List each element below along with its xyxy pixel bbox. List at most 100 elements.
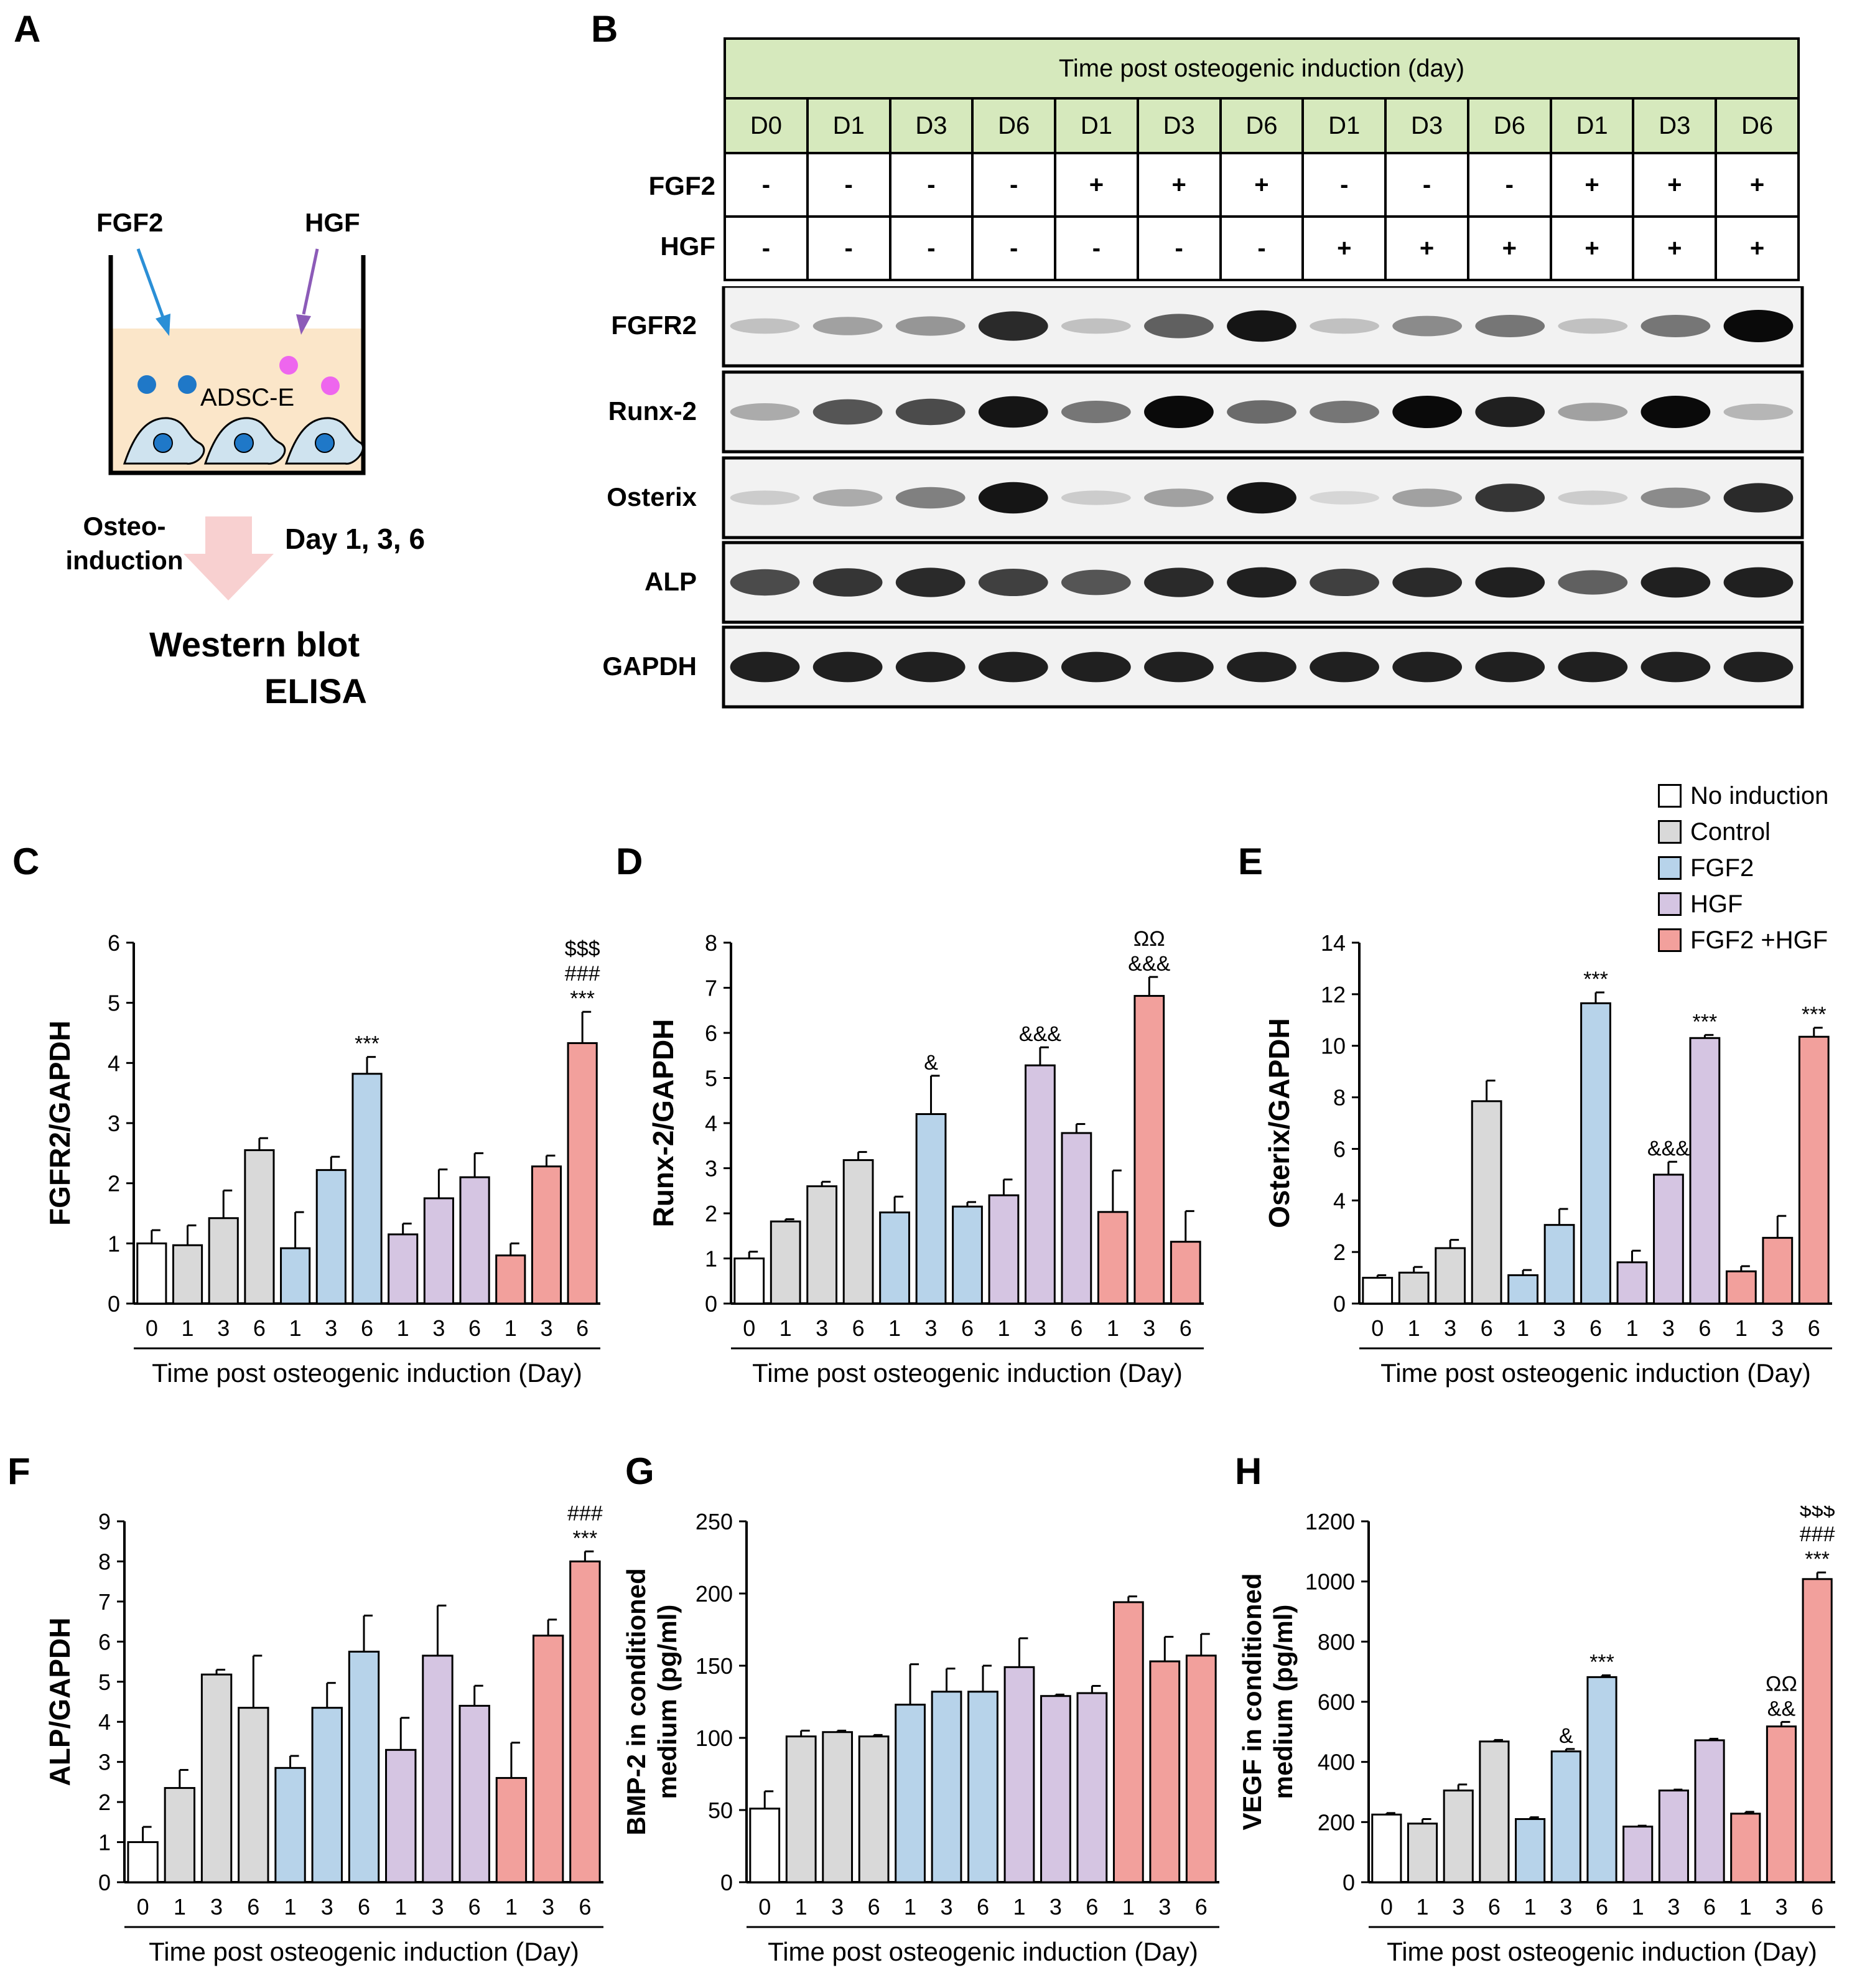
- x-tick-label: 1: [505, 1894, 518, 1920]
- fgf2-dot: [137, 375, 156, 394]
- blot-band: [1144, 396, 1214, 428]
- blot-row-label-hgf: HGF: [660, 231, 715, 261]
- bar: [858, 1735, 890, 1883]
- y-tick-label: 2: [705, 1201, 717, 1226]
- bar: [1479, 1740, 1510, 1883]
- significance-marker: ***: [1802, 1003, 1827, 1027]
- blot-band: [1061, 569, 1131, 595]
- fgf2-sign-cell: -: [1384, 152, 1469, 218]
- x-tick-label: 3: [1143, 1315, 1155, 1341]
- blot-band: [1392, 651, 1463, 683]
- bar: [422, 1654, 454, 1883]
- bar: [1398, 1271, 1430, 1305]
- x-tick-label: 0: [758, 1894, 771, 1920]
- legend-swatch: [1658, 892, 1682, 916]
- y-axis-title-line1: VEGF in conditioned: [1237, 1574, 1267, 1831]
- y-tick-label: 0: [1333, 1291, 1346, 1317]
- bar: [915, 1113, 947, 1305]
- osteo-label-line2: induction: [66, 546, 184, 575]
- bar: [1025, 1064, 1056, 1305]
- blot-band: [812, 489, 883, 506]
- legend-item: No induction: [1658, 778, 1857, 814]
- y-tick-label: 4: [108, 1050, 120, 1076]
- bar: [311, 1707, 343, 1883]
- hgf-sign-cell: +: [1632, 215, 1718, 281]
- bar: [127, 1841, 159, 1883]
- x-tick-label: 6: [1070, 1315, 1082, 1341]
- x-tick-label: 3: [540, 1315, 552, 1341]
- x-tick-label: 0: [137, 1894, 149, 1920]
- y-tick-label: 600: [1318, 1689, 1355, 1715]
- bar: [274, 1766, 306, 1883]
- fgf2-sign-cell: +: [1632, 152, 1718, 218]
- fgf2-sign-cell: +: [1219, 152, 1305, 218]
- bar: [1515, 1818, 1546, 1883]
- bar: [967, 1691, 998, 1883]
- cell-shape: [123, 417, 205, 465]
- x-tick-label: 6: [1596, 1894, 1608, 1920]
- bar: [822, 1731, 854, 1883]
- x-tick-label: 3: [1775, 1894, 1787, 1920]
- band-label: FGFR2: [611, 310, 697, 340]
- bar: [458, 1704, 490, 1883]
- y-tick-label: 4: [98, 1709, 111, 1735]
- significance-marker: &: [1559, 1724, 1573, 1748]
- bar: [532, 1635, 564, 1883]
- blot-band: [1641, 315, 1711, 337]
- day-cell: D6: [971, 97, 1057, 154]
- schematic-figure: FGF2 HGF ADSC-E Osteo- induction Day 1, …: [66, 208, 426, 711]
- bar: [200, 1673, 233, 1883]
- x-tick-label: 3: [1667, 1894, 1680, 1920]
- fgf2-condition-row: - - - - + + + - - - + + +: [724, 152, 1800, 218]
- x-tick-label: 6: [852, 1315, 865, 1341]
- x-tick-label: 3: [925, 1315, 938, 1341]
- y-axis-title: Osterix/GAPDH: [1263, 1018, 1295, 1228]
- x-axis-title: Time post osteogenic induction (Day): [149, 1937, 579, 1966]
- x-tick-label: 6: [1698, 1315, 1711, 1341]
- y-tick-label: 150: [696, 1653, 733, 1679]
- x-axis-title: Time post osteogenic induction (Day): [1380, 1358, 1811, 1388]
- blot-band: [1310, 651, 1379, 683]
- hgf-sign-cell: -: [1219, 215, 1305, 281]
- significance-marker: ***: [573, 1526, 598, 1550]
- day-cell: D1: [806, 97, 891, 154]
- western-blot-image: [722, 286, 1804, 709]
- day-cell: D3: [1632, 97, 1718, 154]
- y-tick-label: 200: [1318, 1809, 1355, 1835]
- hgf-sign-cell: -: [888, 215, 974, 281]
- cell-shape: [203, 417, 286, 465]
- osteo-label-line1: Osteo-: [83, 511, 165, 541]
- bar: [1616, 1261, 1648, 1305]
- y-axis-title-line2: medium (pg/ml): [1268, 1605, 1298, 1799]
- x-tick-label: 1: [1122, 1894, 1135, 1920]
- y-tick-label: 5: [705, 1066, 717, 1091]
- x-tick-label: 3: [941, 1894, 953, 1920]
- x-tick-label: 6: [1488, 1894, 1501, 1920]
- y-tick-label: 800: [1318, 1629, 1355, 1654]
- bar: [531, 1165, 562, 1305]
- fgf2-dot: [178, 375, 197, 394]
- hgf-condition-row: - - - - - - - + + + + + +: [724, 215, 1800, 281]
- blot-band: [1475, 396, 1545, 427]
- bar: [164, 1787, 196, 1883]
- x-tick-label: 1: [1517, 1315, 1529, 1341]
- fgf2-sign-cell: -: [724, 152, 809, 218]
- blot-band: [1227, 310, 1296, 342]
- blot-band: [812, 651, 883, 683]
- x-tick-label: 6: [253, 1315, 266, 1341]
- significance-marker: ***: [1589, 1650, 1614, 1674]
- bar: [1112, 1601, 1144, 1883]
- bar: [1097, 1211, 1129, 1305]
- bar: [388, 1233, 419, 1305]
- bar: [351, 1073, 383, 1305]
- day-cell: D3: [1384, 97, 1469, 154]
- x-tick-label: 1: [284, 1894, 297, 1920]
- x-tick-label: 1: [1408, 1315, 1420, 1341]
- x-tick-label: 0: [1380, 1894, 1393, 1920]
- x-tick-label: 6: [361, 1315, 373, 1341]
- blot-band: [1558, 318, 1628, 334]
- x-tick-label: 6: [1808, 1315, 1820, 1341]
- x-tick-label: 1: [289, 1315, 302, 1341]
- bar: [931, 1691, 962, 1883]
- fgf2-sign-cell: +: [1549, 152, 1635, 218]
